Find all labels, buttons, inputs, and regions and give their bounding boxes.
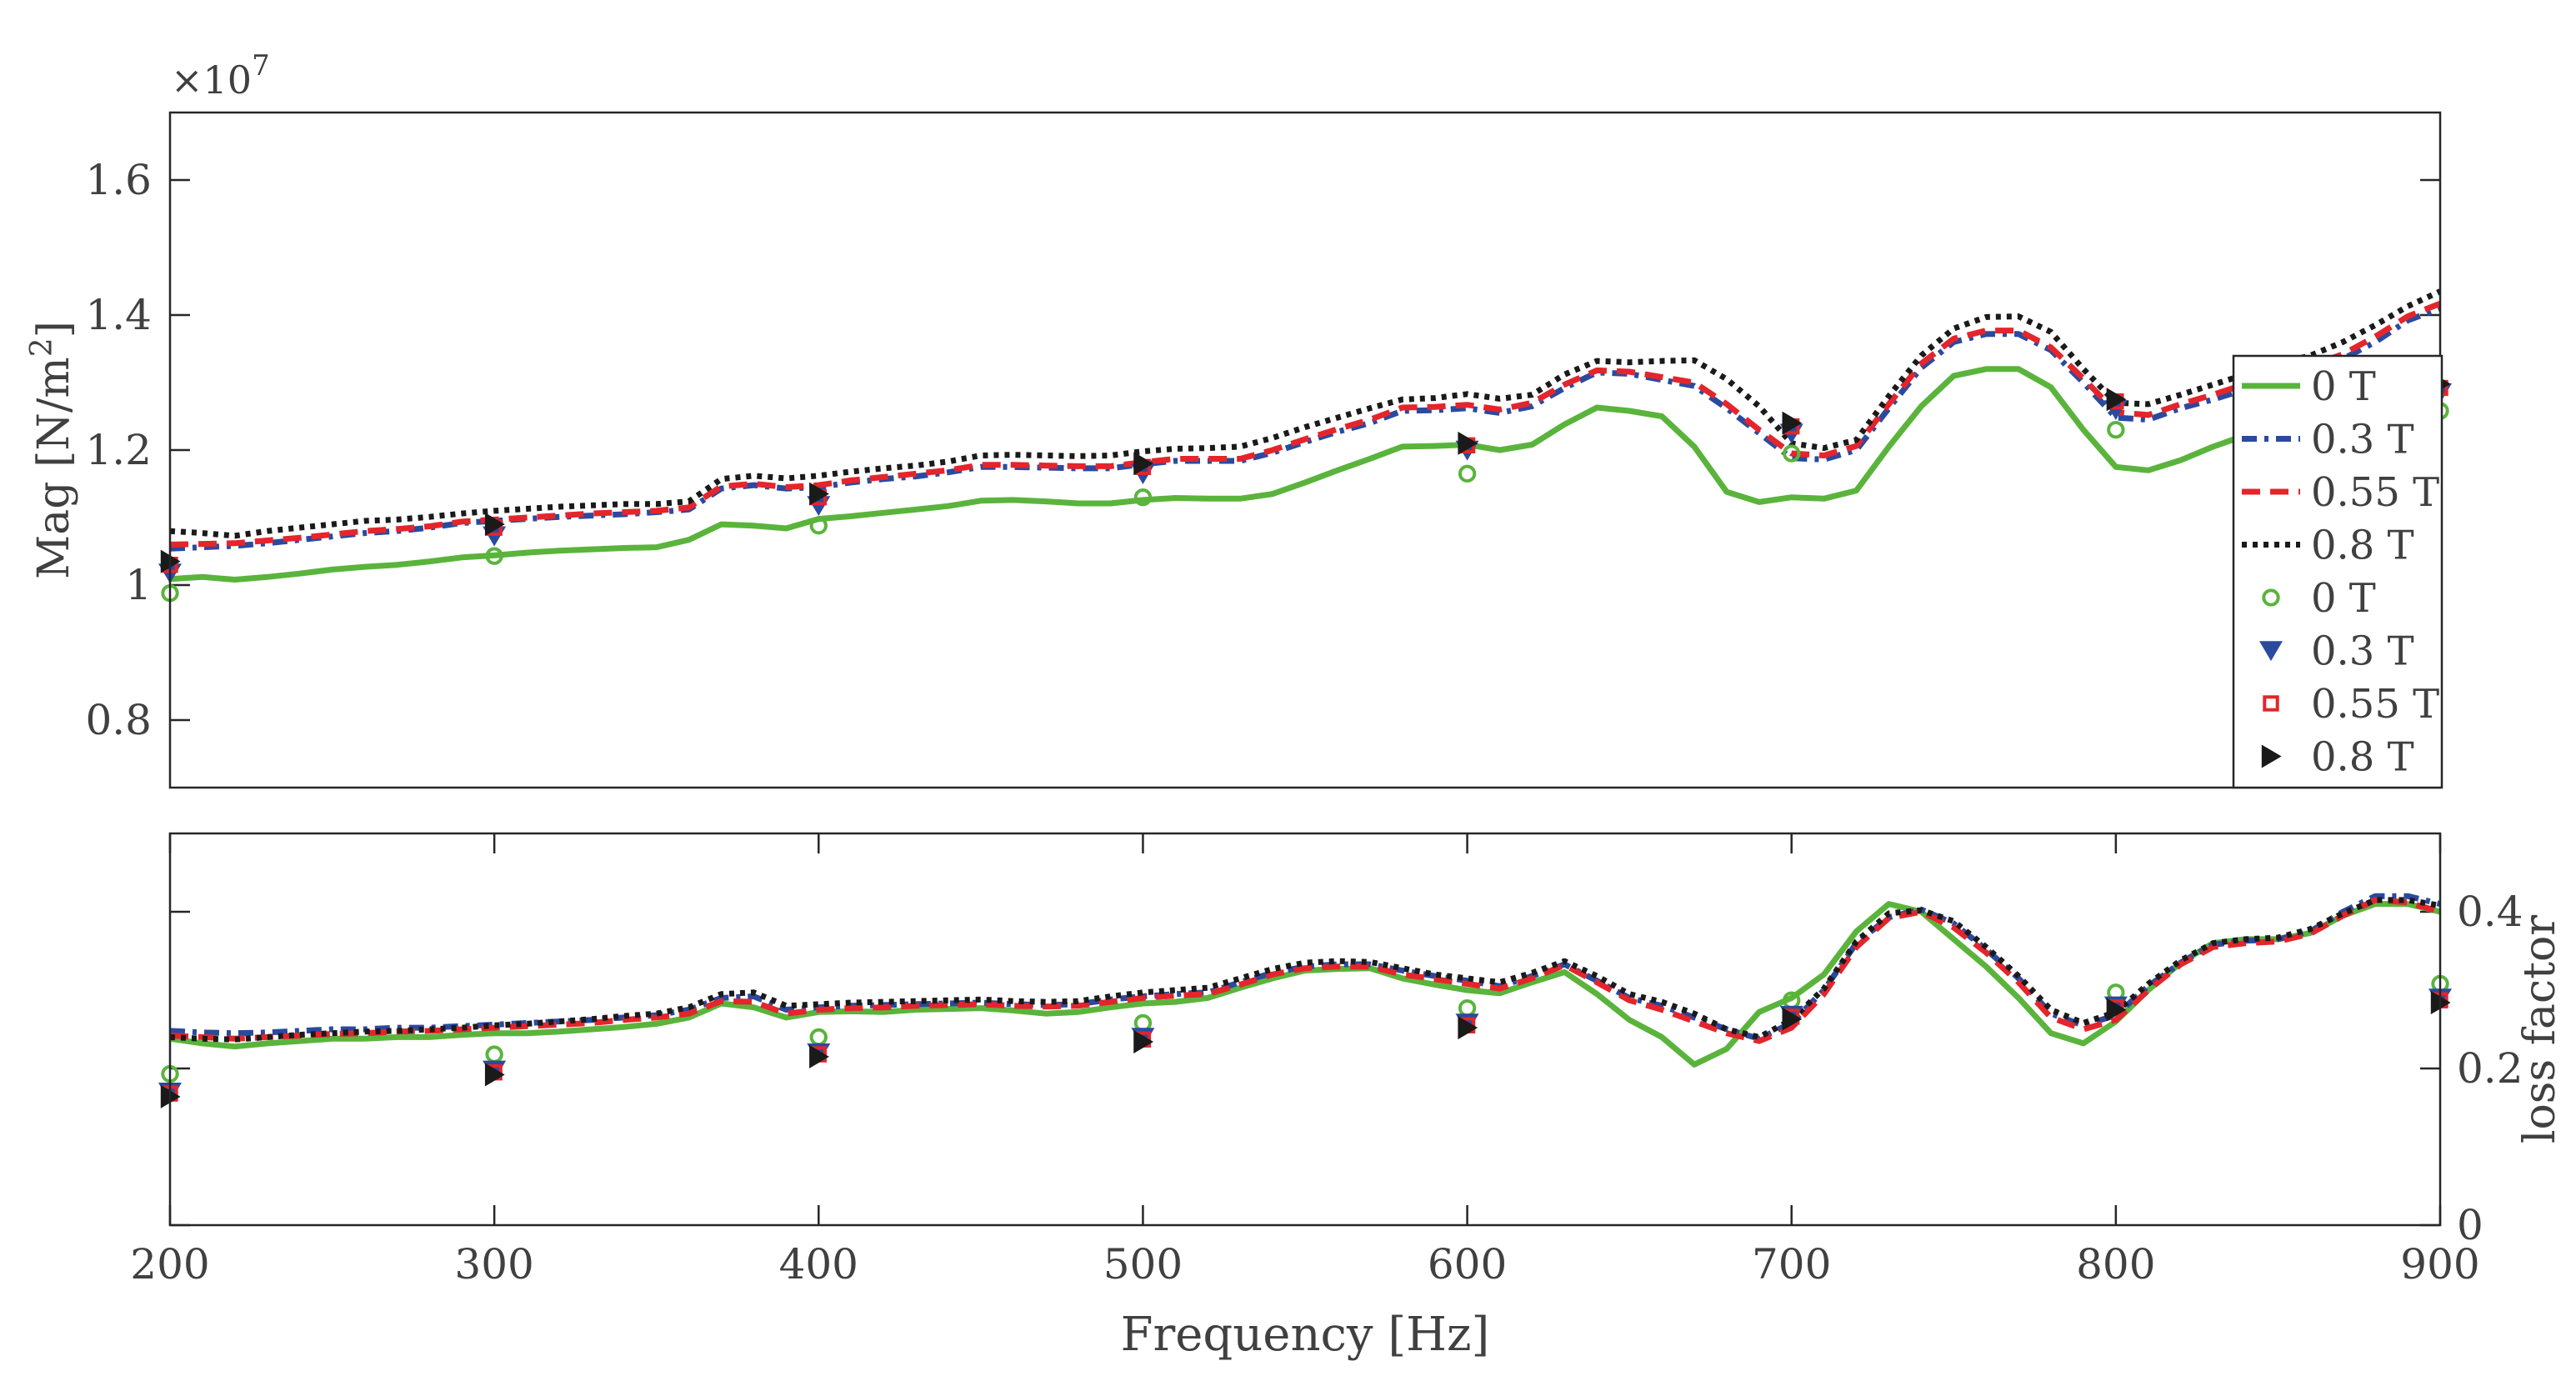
legend-box	[2232, 354, 2443, 789]
marker-0-8-t	[484, 1063, 505, 1087]
marker-0-8-t	[2106, 998, 2127, 1022]
marker-0-8-t	[484, 513, 505, 537]
marker-0-t	[1783, 444, 1801, 463]
y-tick-label: 0.2	[2457, 1044, 2523, 1093]
series-line-0-t	[169, 366, 2441, 583]
marker-0-t	[1458, 464, 1477, 483]
magnitude-panel: 0.8 1 1.2 1.4 1.6 ×107 Mag [N/m2] 0 T 0.3 T 0.…	[25, 49, 2452, 789]
legend-label: 0.3 T	[2311, 417, 2414, 463]
top-y-axis-label: Mag [N/m2]	[25, 321, 79, 579]
marker-0-t	[809, 517, 828, 535]
series-line-0-55-t	[169, 897, 2441, 1044]
x-tick-label: 200	[130, 1240, 209, 1288]
loss-factor-panel: 0 0.2 0.4 200 300 400 500 600 700 800 900 loss fa…	[130, 832, 2565, 1362]
legend-marker-swatch	[2259, 641, 2283, 662]
legend-marker-swatch	[2263, 695, 2279, 712]
marker-0-8-t	[1133, 452, 1154, 476]
y-tick-label: 0	[2457, 1201, 2483, 1249]
x-tick-label: 800	[2076, 1240, 2155, 1288]
marker-0-8-t	[1133, 1030, 1154, 1054]
bottom-plot-frame	[168, 832, 2442, 1227]
marker-0-8-t	[2106, 388, 2127, 412]
marker-0-t	[485, 547, 503, 565]
series-line-0-8-t	[169, 288, 2442, 539]
legend-label: 0 T	[2311, 575, 2376, 622]
legend-label: 0.55 T	[2311, 681, 2439, 728]
y-tick-label: 1.6	[85, 156, 152, 204]
legend-marker-swatch	[2261, 744, 2282, 768]
legend-label: 0.8 T	[2311, 734, 2414, 781]
marker-0-t	[2107, 421, 2125, 439]
legend: 0 T 0.3 T 0.55 T 0.8 T 0 T 0.3 T 0.55 T 0.8 T	[2232, 354, 2443, 789]
marker-0-8-t	[809, 1044, 829, 1068]
x-tick-label: 300	[454, 1240, 533, 1288]
bottom-y-axis-label: loss factor	[2515, 915, 2565, 1143]
legend-label: 0 T	[2311, 363, 2376, 410]
marker-0-8-t	[809, 482, 829, 506]
x-tick-label: 700	[1752, 1240, 1831, 1288]
x-tick-label: 900	[2400, 1240, 2479, 1288]
exponent-label: ×107	[171, 49, 270, 103]
x-tick-label: 400	[779, 1240, 858, 1288]
marker-0-8-t	[1782, 1007, 1803, 1031]
series-line-0-55-t	[169, 300, 2442, 548]
x-axis-label: Frequency [Hz]	[1121, 1308, 1490, 1362]
y-tick-label: 1	[125, 561, 152, 609]
marker-0-8-t	[1458, 1016, 1478, 1040]
y-tick-label: 0.4	[2457, 888, 2523, 936]
y-tick-label: 0.8	[85, 696, 152, 744]
y-tick-label: 1.4	[85, 291, 152, 339]
legend-label: 0.8 T	[2311, 523, 2414, 569]
series-line-0-3-t	[169, 893, 2441, 1042]
marker-0-t	[1133, 488, 1153, 507]
legend-label: 0.3 T	[2311, 628, 2414, 675]
x-tick-label: 600	[1428, 1240, 1507, 1288]
legend-label: 0.55 T	[2311, 469, 2439, 516]
marker-0-8-t	[1458, 431, 1478, 455]
y-tick-label: 1.2	[85, 426, 152, 474]
x-tick-label: 500	[1103, 1240, 1183, 1288]
legend-marker-swatch	[2262, 588, 2280, 607]
marker-0-8-t	[1782, 411, 1803, 435]
